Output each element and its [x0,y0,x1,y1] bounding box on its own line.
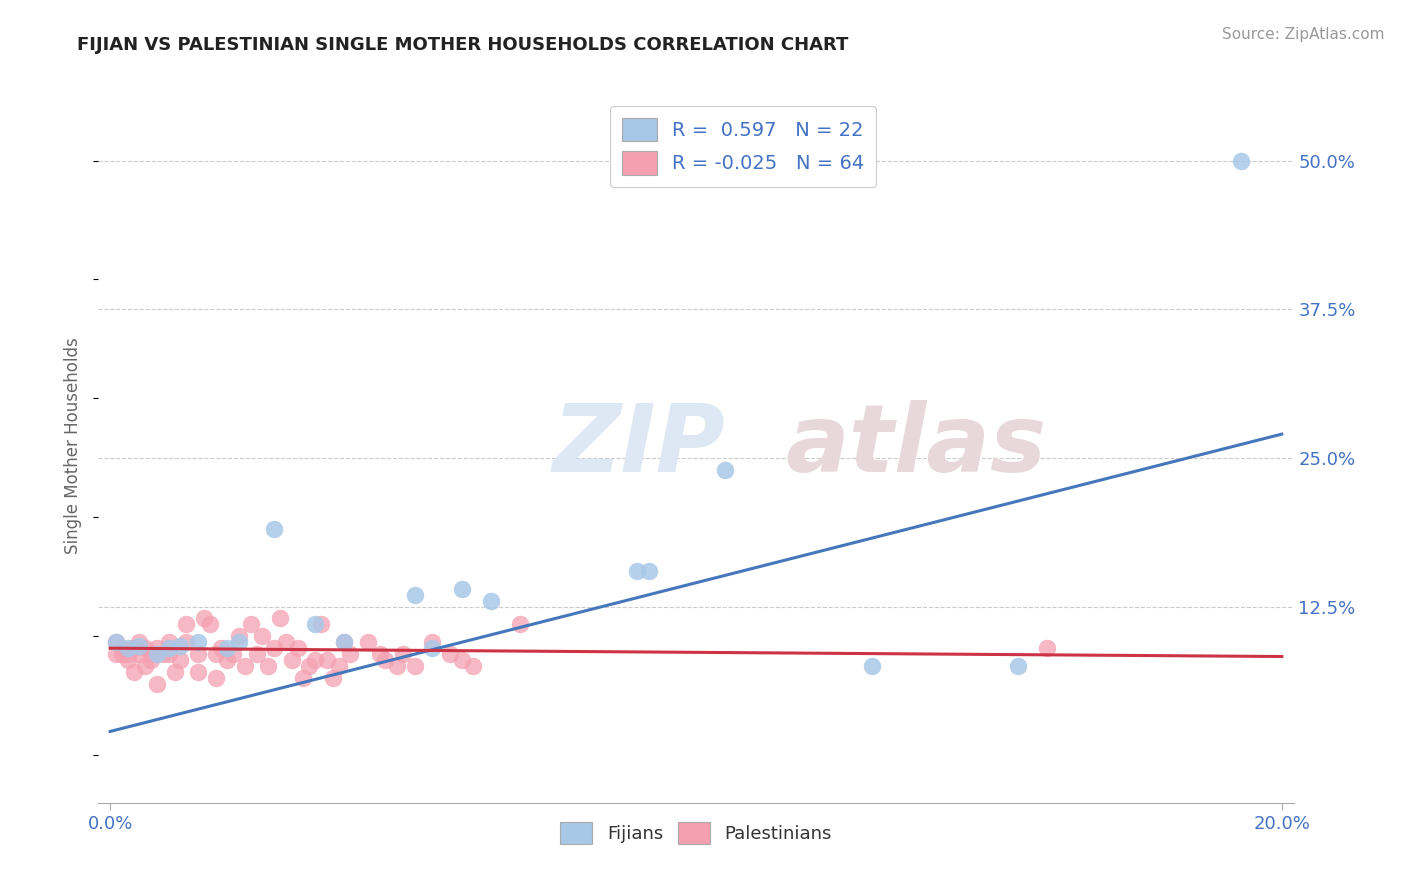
Point [479,593,502,607]
Point [1007,659,1029,673]
Point [146,641,169,656]
Text: Source: ZipAtlas.com: Source: ZipAtlas.com [1222,27,1385,42]
Point [228,635,250,649]
Point [204,671,226,685]
Point [422,641,444,656]
Point [217,653,239,667]
Point [134,641,156,656]
Point [339,647,361,661]
Point [322,671,344,685]
Text: atlas: atlas [786,400,1047,492]
Point [105,647,128,661]
Legend: Fijians, Palestinians: Fijians, Palestinians [553,814,839,851]
Point [163,665,186,679]
Point [169,639,191,653]
Point [450,582,472,596]
Point [404,659,426,673]
Point [1229,153,1253,168]
Point [187,647,209,661]
Point [117,653,139,667]
Point [134,659,156,673]
Point [638,564,661,578]
Point [422,635,444,649]
Point [368,647,391,661]
Point [174,617,197,632]
Point [246,647,269,661]
Point [217,641,239,656]
Point [141,647,163,661]
Point [252,629,274,643]
Point [117,647,139,661]
Point [157,635,180,649]
Point [198,617,221,632]
Point [146,647,169,661]
Point [187,665,209,679]
Point [157,641,180,656]
Point [509,617,531,632]
Point [187,635,209,649]
Point [385,659,409,673]
Point [292,671,315,685]
Point [193,611,215,625]
Point [105,635,128,649]
Point [233,659,256,673]
Point [281,653,304,667]
Point [157,647,180,661]
Point [122,665,145,679]
Point [174,635,197,649]
Point [263,522,285,536]
Point [169,653,191,667]
Text: FIJIAN VS PALESTINIAN SINGLE MOTHER HOUSEHOLDS CORRELATION CHART: FIJIAN VS PALESTINIAN SINGLE MOTHER HOUS… [77,36,849,54]
Point [204,647,226,661]
Point [357,635,380,649]
Point [141,653,163,667]
Point [333,635,356,649]
Y-axis label: Single Mother Households: Single Mother Households [65,338,83,554]
Point [304,617,326,632]
Point [274,635,297,649]
Point [626,564,648,578]
Point [257,659,280,673]
Point [105,635,128,649]
Point [122,641,145,656]
Point [211,641,233,656]
Point [333,635,356,649]
Point [269,611,291,625]
Point [117,641,139,656]
Point [228,629,250,643]
Point [404,588,426,602]
Point [1036,641,1059,656]
Point [315,653,337,667]
Point [128,635,150,649]
Text: ZIP: ZIP [553,400,725,492]
Point [128,639,150,653]
Point [304,653,326,667]
Point [111,641,134,656]
Point [439,647,461,661]
Point [111,647,134,661]
Point [146,677,169,691]
Point [239,617,262,632]
Point [328,659,350,673]
Point [392,647,415,661]
Point [463,659,485,673]
Point [309,617,332,632]
Point [298,659,321,673]
Point [152,647,174,661]
Point [450,653,472,667]
Point [374,653,396,667]
Point [128,647,150,661]
Point [287,641,309,656]
Point [222,647,245,661]
Point [714,463,737,477]
Point [263,641,285,656]
Point [860,659,883,673]
